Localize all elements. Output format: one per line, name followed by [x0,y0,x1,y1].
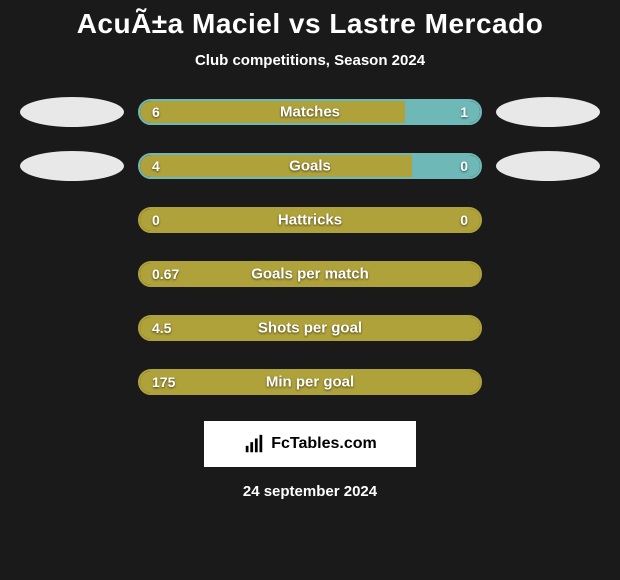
avatar-left [20,151,124,181]
stat-bar: 0 Hattricks 0 [138,207,482,233]
page-date: 24 september 2024 [243,483,377,500]
page-title: AcuÃ±a Maciel vs Lastre Mercado [77,8,544,40]
stat-bar: 4.5 Shots per goal [138,315,482,341]
avatar-spacer [20,313,124,343]
chart-icon [243,433,265,455]
avatar-spacer [496,259,600,289]
stat-label: Goals per match [251,266,369,283]
source-badge-text: FcTables.com [271,435,377,453]
stat-label: Hattricks [278,212,342,229]
stat-value-left: 0.67 [152,266,179,282]
stat-value-right: 0 [460,212,468,228]
stat-bar: 4 Goals 0 [138,153,482,179]
avatar-spacer [496,205,600,235]
stat-value-right: 1 [460,104,468,120]
stat-label: Matches [280,104,340,121]
stat-label: Shots per goal [258,320,362,337]
avatar-spacer [20,259,124,289]
avatar-right [496,97,600,127]
stat-row: 4.5 Shots per goal [0,313,620,343]
stat-row: 0.67 Goals per match [0,259,620,289]
avatar-left [20,97,124,127]
stat-value-left: 6 [152,104,160,120]
stat-value-left: 175 [152,374,175,390]
stat-bar: 175 Min per goal [138,369,482,395]
stat-value-left: 4.5 [152,320,171,336]
stat-value-right: 0 [460,158,468,174]
bar-right [405,101,480,123]
stat-bar: 6 Matches 1 [138,99,482,125]
source-badge: FcTables.com [204,421,416,467]
stat-label: Min per goal [266,374,354,391]
stat-row: 175 Min per goal [0,367,620,397]
stat-rows: 6 Matches 1 4 Goals 0 0 Hattri [0,97,620,397]
bar-left [140,155,412,177]
avatar-spacer [496,367,600,397]
avatar-spacer [20,367,124,397]
bar-right [412,155,480,177]
page-subtitle: Club competitions, Season 2024 [195,52,425,69]
stat-value-left: 0 [152,212,160,228]
bar-left [140,101,405,123]
stat-row: 4 Goals 0 [0,151,620,181]
stat-value-left: 4 [152,158,160,174]
avatar-right [496,151,600,181]
avatar-spacer [496,313,600,343]
stat-row: 0 Hattricks 0 [0,205,620,235]
avatar-spacer [20,205,124,235]
stat-label: Goals [289,158,331,175]
stat-bar: 0.67 Goals per match [138,261,482,287]
stat-row: 6 Matches 1 [0,97,620,127]
